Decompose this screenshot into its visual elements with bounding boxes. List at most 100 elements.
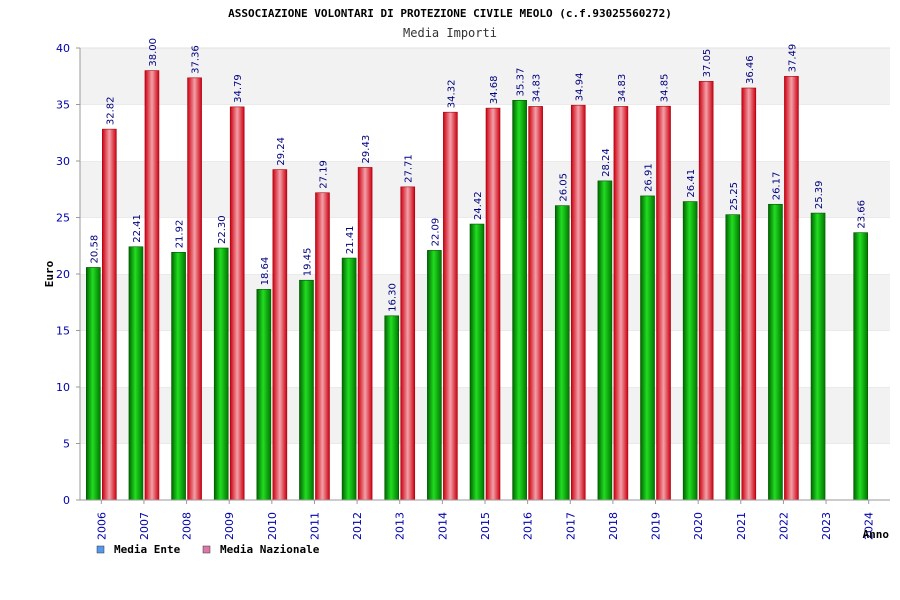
data-label: 37.36	[191, 45, 202, 74]
bar-media-nazionale	[315, 192, 330, 501]
bar-media-nazionale	[485, 107, 501, 501]
data-label: 20.58	[89, 235, 100, 264]
bar-media-ente	[299, 279, 314, 501]
x-tick-label: 2023	[820, 512, 833, 540]
data-label: 34.85	[660, 74, 671, 103]
data-label: 22.41	[132, 214, 143, 243]
x-tick-label: 2008	[181, 512, 194, 540]
data-label: 35.37	[516, 68, 527, 97]
bar-media-nazionale	[144, 70, 160, 501]
x-tick-label: 2015	[479, 512, 492, 540]
bar-media-ente	[554, 205, 570, 501]
bar-media-ente	[725, 214, 741, 501]
x-tick-label: 2007	[138, 512, 151, 540]
bar-media-ente	[810, 212, 826, 501]
bar-media-ente	[597, 180, 613, 501]
bar-media-ente	[171, 252, 186, 501]
bar-media-nazionale	[741, 87, 757, 501]
x-tick-label: 2012	[351, 512, 364, 540]
data-label: 37.05	[702, 49, 713, 78]
bar-media-ente	[86, 267, 101, 501]
data-label: 38.00	[148, 38, 159, 67]
bar-media-nazionale	[187, 77, 202, 501]
data-label: 22.09	[430, 218, 441, 247]
data-label: 28.24	[601, 148, 612, 177]
bar-media-ente	[256, 289, 272, 501]
x-tick-label: 2024	[863, 512, 876, 540]
x-tick-label: 2011	[308, 512, 321, 540]
data-label: 26.91	[644, 163, 655, 192]
data-label: 19.45	[302, 248, 313, 277]
data-label: 21.41	[345, 225, 356, 254]
bar-media-nazionale	[357, 167, 373, 501]
bar-media-ente	[640, 195, 655, 501]
bar-media-ente	[427, 250, 442, 501]
data-label: 32.82	[105, 96, 116, 125]
data-label: 25.25	[729, 182, 740, 211]
y-tick-label: 40	[56, 42, 70, 55]
x-tick-label: 2020	[692, 512, 705, 540]
bar-media-ente	[682, 201, 698, 501]
bar-media-nazionale	[400, 186, 416, 501]
data-label: 34.68	[489, 75, 500, 104]
data-label: 37.49	[787, 44, 798, 73]
legend: Media Ente Media Nazionale	[96, 543, 320, 556]
x-tick-label: 2013	[394, 512, 407, 540]
data-label: 21.92	[175, 220, 186, 249]
x-tick-label: 2017	[564, 512, 577, 540]
chart-subtitle: Media Importi	[403, 26, 497, 40]
legend-label-nazionale: Media Nazionale	[220, 543, 320, 556]
bar-media-nazionale	[613, 106, 629, 501]
data-label: 26.05	[558, 173, 569, 202]
data-label: 29.43	[361, 135, 372, 164]
bar-media-nazionale	[570, 104, 586, 501]
bar-media-ente	[853, 232, 868, 501]
bar-media-nazionale	[698, 81, 714, 501]
data-label: 24.42	[473, 191, 484, 220]
y-tick-label: 0	[63, 494, 70, 507]
bar-media-nazionale	[229, 106, 245, 501]
x-tick-label: 2010	[266, 512, 279, 540]
bar-media-nazionale	[272, 169, 288, 501]
x-tick-label: 2006	[95, 512, 108, 540]
bar-media-nazionale	[443, 111, 458, 501]
x-tick-label: 2014	[436, 512, 449, 540]
x-tick-label: 2022	[777, 512, 790, 540]
x-axis-label: Anno	[863, 528, 890, 541]
chart-title: ASSOCIAZIONE VOLONTARI DI PROTEZIONE CIV…	[228, 7, 672, 20]
y-tick-label: 15	[56, 325, 70, 338]
x-tick-label: 2021	[735, 512, 748, 540]
data-label: 34.94	[574, 73, 585, 102]
data-label: 23.66	[857, 200, 868, 229]
data-label: 26.17	[771, 172, 782, 201]
y-axis-label: Euro	[43, 260, 56, 287]
data-label: 36.46	[745, 55, 756, 84]
y-tick-label: 10	[56, 381, 70, 394]
bar-media-nazionale	[528, 106, 543, 501]
bar-media-ente	[341, 257, 357, 501]
x-tick-label: 2009	[223, 512, 236, 540]
legend-label-ente: Media Ente	[114, 543, 181, 556]
data-label: 27.19	[318, 160, 329, 189]
data-label: 34.79	[233, 74, 244, 103]
x-tick-label: 2019	[650, 512, 663, 540]
y-tick-label: 25	[56, 212, 70, 225]
y-tick-label: 35	[56, 99, 70, 112]
bars: 20.58 32.82 22.41 38.00 21.92 37.36 22.30 34.79…	[86, 38, 868, 501]
x-tick-label: 2018	[607, 512, 620, 540]
bar-media-ente	[128, 246, 144, 501]
bar-media-ente	[768, 203, 783, 501]
data-label: 29.24	[276, 137, 287, 166]
data-label: 25.39	[814, 180, 825, 209]
data-label: 34.32	[446, 80, 457, 109]
bar-media-ente	[384, 315, 400, 501]
data-label: 22.30	[217, 215, 228, 244]
data-label: 26.41	[686, 169, 697, 198]
data-label: 34.83	[532, 74, 543, 103]
bar-media-ente	[512, 100, 527, 501]
data-label: 18.64	[260, 257, 271, 286]
bar-media-nazionale	[102, 128, 117, 501]
legend-swatch-ente	[96, 545, 105, 554]
x-axis-ticks: 2006 2007 2008 2009 2010 2011 2012 2013 2014 2015…	[95, 500, 876, 540]
